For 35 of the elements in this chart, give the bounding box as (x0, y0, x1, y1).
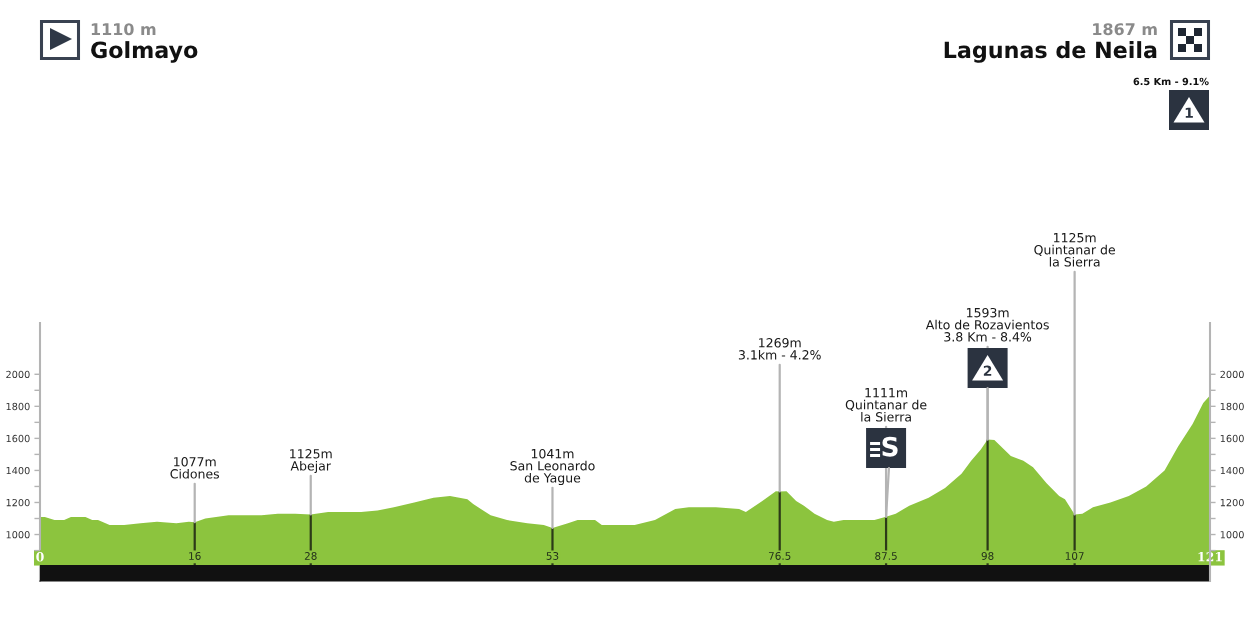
text: Golmayo (91, 41, 198, 63)
y-tick-label: 1400 (6, 466, 30, 475)
text: 1867 m (1093, 23, 1157, 36)
text: 1110 m (91, 23, 156, 36)
text: 6.5 Km - 9.1% (1133, 77, 1209, 86)
annotation: 1111m Quintanar de la Sierra (845, 388, 927, 422)
y-tick-label: 1600 (6, 434, 30, 443)
y2-tick-label: 1000 (1220, 531, 1244, 539)
annotation: 1041m San Leonardo de Yague (510, 448, 595, 485)
x-tick-label: 16 (189, 552, 201, 560)
y-tick-label: 1000 (6, 531, 30, 539)
y-tick-label: 2000 (6, 370, 30, 379)
x-tick-label: 0 (36, 552, 44, 562)
y2-tick-label: 1200 (1220, 498, 1244, 507)
annotation: 1125m Abejar (290, 449, 332, 473)
annotation: 2 (983, 365, 992, 376)
y2-tick-label: 2000 (1220, 370, 1244, 379)
y-tick-label: 1800 (6, 402, 30, 411)
x-tick-label: 53 (546, 552, 559, 560)
x-tick-label: 98 (981, 552, 994, 560)
x-tick-label: 76.5 (768, 552, 791, 560)
annotation: 1125m Quintanar de la Sierra (1034, 232, 1115, 267)
y2-tick-label: 1400 (1220, 466, 1244, 475)
y-tick-label: 1200 (6, 498, 30, 507)
y2-tick-label: 1800 (1220, 402, 1244, 411)
annotation: 1077m Cidones (170, 457, 220, 479)
text: 1 (1185, 107, 1193, 118)
y2-tick-label: 1600 (1220, 434, 1244, 443)
annotation: S (882, 436, 898, 457)
x-tick-label: 87.5 (875, 552, 897, 560)
x-tick-label: 28 (304, 552, 317, 560)
x-tick-label: 107 (1065, 552, 1084, 560)
text: Lagunas de Neila (944, 41, 1157, 63)
annotation: 1269m 3.1km - 4.2% (738, 338, 821, 360)
annotation: 1593m Alto de Rozavientos 3.8 Km - 8.4% (925, 307, 1049, 342)
